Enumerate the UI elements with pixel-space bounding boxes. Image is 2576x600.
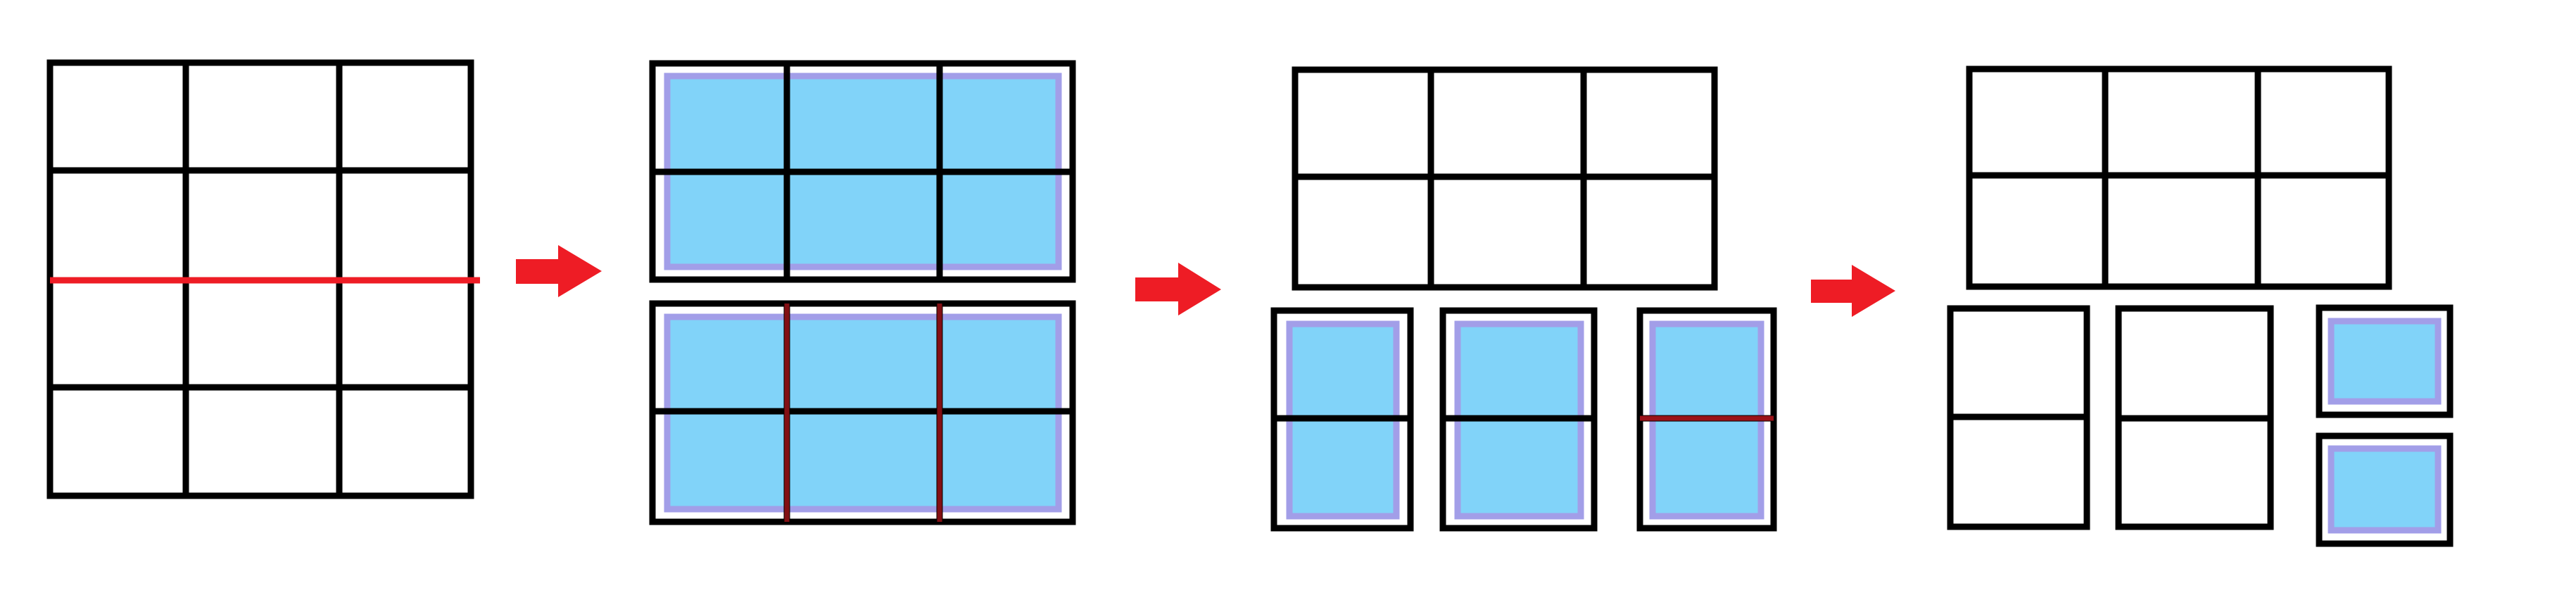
grid-top-half xyxy=(1966,65,2392,290)
highlight-region xyxy=(2328,445,2442,534)
highlight-region xyxy=(2328,318,2442,405)
stage-3-split-into-columns xyxy=(1270,66,1777,532)
grid-bottom-half xyxy=(649,300,1076,525)
arrow-1-to-2 xyxy=(516,245,602,297)
arrow-3-to-4 xyxy=(1811,265,1895,317)
cell-bottom xyxy=(2316,432,2454,547)
stage-4-split-into-cells xyxy=(1947,65,2454,547)
grid-outline xyxy=(2316,304,2454,418)
cell-top xyxy=(2316,304,2454,418)
column-2 xyxy=(2115,305,2274,530)
column-1 xyxy=(1270,307,1414,532)
stage-2-split-into-halves xyxy=(649,60,1076,525)
grid-3x4 xyxy=(46,59,480,499)
grid-top-half xyxy=(649,60,1076,283)
grid-outline xyxy=(2316,432,2454,547)
stage-1-full-grid xyxy=(46,59,480,499)
column-1 xyxy=(1947,305,2090,530)
column-3 xyxy=(1636,307,1777,532)
arrow-2-to-3 xyxy=(1135,263,1221,315)
column-2 xyxy=(1439,307,1598,532)
grid-top-half xyxy=(1292,66,1718,291)
